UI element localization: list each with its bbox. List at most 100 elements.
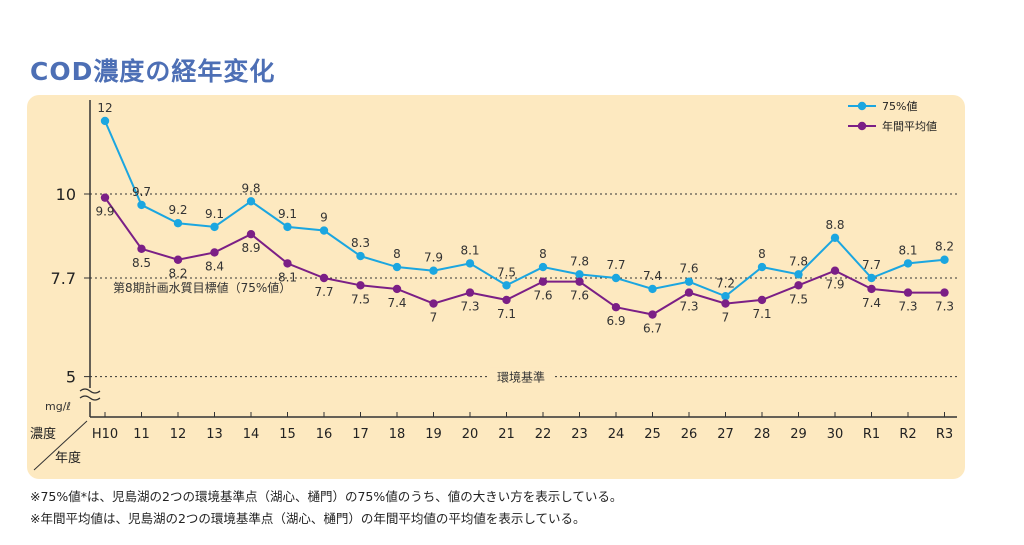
data-point-75-percent xyxy=(830,233,840,243)
data-point-annual-average xyxy=(502,295,511,305)
environment-label-background xyxy=(490,367,552,386)
data-label-annual-average: 7.3 xyxy=(898,300,917,314)
axis-break-mark xyxy=(79,388,101,394)
data-label-annual-average: 7.5 xyxy=(789,292,808,306)
data-label-75-percent: 8 xyxy=(393,247,401,261)
data-point-annual-average xyxy=(173,255,183,264)
data-point-75-percent xyxy=(940,255,949,264)
data-point-annual-average xyxy=(648,310,657,319)
x-tick-label: 27 xyxy=(717,427,734,442)
x-tick-label: 15 xyxy=(279,427,296,442)
data-point-75-percent xyxy=(173,219,183,228)
data-point-75-percent xyxy=(502,281,511,290)
x-tick-label: 25 xyxy=(644,427,661,442)
x-tick-label: R2 xyxy=(899,427,916,442)
data-label-75-percent: 8.8 xyxy=(825,218,844,232)
data-label-annual-average: 7.6 xyxy=(533,289,552,303)
x-tick-label: R1 xyxy=(863,427,880,442)
data-point-annual-average xyxy=(575,277,584,286)
data-label-75-percent: 8.1 xyxy=(460,243,479,257)
axis-break-mark xyxy=(79,395,101,401)
data-point-annual-average xyxy=(465,288,475,297)
data-point-annual-average xyxy=(429,299,438,308)
footnote-annual-average: ※年間平均値は、児島湖の2つの環境基準点（湖心、樋門）の年間平均値の平均値を表示… xyxy=(30,511,586,526)
environment-standard-label: 環境基準 xyxy=(497,370,545,385)
data-point-75-percent xyxy=(794,270,803,279)
x-tick-label: 12 xyxy=(170,427,187,442)
legend-label: 年間平均値 xyxy=(882,119,937,133)
x-tick-label: 22 xyxy=(535,427,552,442)
data-point-annual-average xyxy=(100,193,110,202)
x-tick-label: 20 xyxy=(462,427,479,442)
data-label-75-percent: 9.1 xyxy=(278,207,297,221)
data-point-annual-average xyxy=(794,281,803,290)
data-label-annual-average: 7.6 xyxy=(570,289,589,303)
footnote-75-percent: ※75%値*は、児島湖の2つの環境基準点（湖心、樋門）の75%値のうち、値の大き… xyxy=(30,489,623,504)
x-tick-label: 28 xyxy=(754,427,771,442)
data-point-annual-average xyxy=(392,284,402,294)
x-tick-label: H10 xyxy=(92,427,118,442)
data-point-75-percent xyxy=(210,222,219,232)
data-point-75-percent xyxy=(648,284,657,294)
data-point-annual-average xyxy=(283,259,292,268)
x-tick-label: 21 xyxy=(498,427,515,442)
data-label-annual-average: 7.4 xyxy=(387,296,406,310)
data-point-75-percent xyxy=(319,226,329,235)
y-unit-label: mg/ℓ xyxy=(45,400,71,413)
data-label-75-percent: 9 xyxy=(320,211,328,225)
legend-marker xyxy=(857,101,867,111)
axis-corner-divider xyxy=(33,420,88,471)
data-label-annual-average: 7.3 xyxy=(935,300,954,314)
data-point-75-percent xyxy=(757,262,767,272)
legend-marker xyxy=(857,121,867,131)
data-label-annual-average: 6.9 xyxy=(606,314,625,328)
data-label-75-percent: 8.1 xyxy=(898,243,917,257)
data-point-75-percent xyxy=(137,200,146,210)
data-label-75-percent: 7.4 xyxy=(643,269,662,283)
data-point-75-percent xyxy=(611,273,621,283)
data-point-75-percent xyxy=(867,273,876,283)
x-tick-label: 23 xyxy=(571,427,588,442)
data-point-75-percent xyxy=(246,197,256,206)
data-point-annual-average xyxy=(903,288,913,297)
data-label-75-percent: 7.2 xyxy=(716,276,735,290)
x-tick-label: 19 xyxy=(425,427,442,442)
x-tick-label: 17 xyxy=(352,427,369,442)
data-label-75-percent: 7.9 xyxy=(424,251,443,265)
data-label-annual-average: 8.5 xyxy=(132,256,151,270)
series-line-75-percent xyxy=(104,120,945,298)
axis-corner-top-label: 濃度 xyxy=(30,426,56,442)
data-label-annual-average: 6.7 xyxy=(643,322,662,336)
data-label-75-percent: 9.7 xyxy=(132,185,151,199)
data-label-75-percent: 9.1 xyxy=(205,207,224,221)
data-point-75-percent xyxy=(356,251,365,261)
data-label-annual-average: 7.1 xyxy=(752,307,771,321)
x-tick-label: 13 xyxy=(206,427,223,442)
x-tick-label: 26 xyxy=(681,427,698,442)
data-label-75-percent: 7.7 xyxy=(606,258,625,272)
data-point-75-percent xyxy=(429,266,438,275)
x-tick-label: 24 xyxy=(608,427,625,442)
data-label-annual-average: 7 xyxy=(722,311,730,325)
data-point-75-percent xyxy=(392,262,402,272)
page-title: COD濃度の経年変化 xyxy=(30,57,276,86)
data-label-75-percent: 7.8 xyxy=(570,254,589,268)
data-point-annual-average xyxy=(940,288,949,297)
data-label-annual-average: 7.3 xyxy=(460,300,479,314)
data-label-annual-average: 8.4 xyxy=(205,259,224,273)
data-label-annual-average: 7.1 xyxy=(497,307,516,321)
axis-corner-bottom-label: 年度 xyxy=(55,450,81,466)
data-label-75-percent: 8 xyxy=(758,247,766,261)
data-label-annual-average: 7.3 xyxy=(679,300,698,314)
data-point-annual-average xyxy=(867,284,876,294)
data-point-75-percent xyxy=(721,292,730,301)
data-label-75-percent: 8 xyxy=(539,247,547,261)
data-label-annual-average: 8.1 xyxy=(278,270,297,284)
data-point-75-percent xyxy=(100,116,110,126)
data-label-75-percent: 9.2 xyxy=(168,203,187,217)
data-point-annual-average xyxy=(721,299,730,308)
data-point-75-percent xyxy=(903,259,913,268)
data-label-75-percent: 7.7 xyxy=(862,258,881,272)
data-label-75-percent: 9.8 xyxy=(241,181,260,195)
